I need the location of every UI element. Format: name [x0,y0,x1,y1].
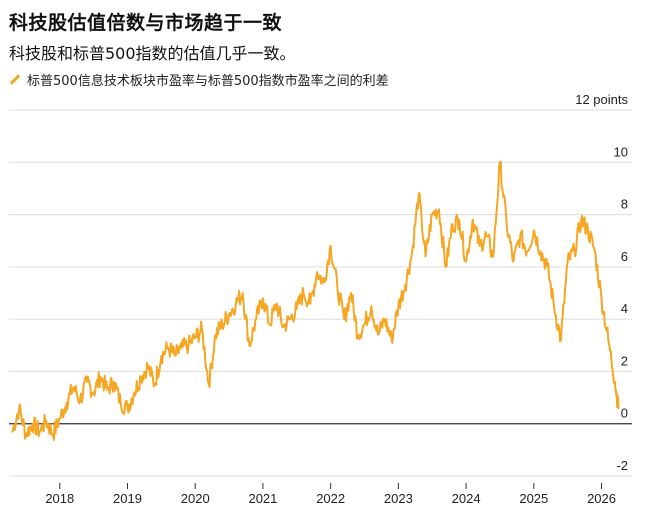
x-tick-label: 2019 [113,491,142,506]
y-tick-label: 6 [621,249,628,264]
chart-title: 科技股估值倍数与市场趋于一致 [9,12,283,34]
y-tick-label: 0 [621,406,628,421]
x-tick-label: 2021 [248,491,277,506]
x-tick-label: 2022 [316,491,345,506]
legend: 标普500信息技术板块市盈率与标普500指数市盈率之间的利差 [9,70,389,89]
y-tick-label: 2 [621,353,628,368]
series-line [11,160,620,441]
x-tick-label: 2020 [181,491,210,506]
x-tick-label: 2024 [452,491,481,506]
x-tick-label: 2018 [45,491,74,506]
chart-subtitle: 科技股和标普500指数的估值几乎一致。 [9,44,296,63]
x-tick-label: 2025 [519,491,548,506]
x-tick-label: 2023 [384,491,413,506]
x-tick-label: 2026 [587,491,616,506]
y-tick-label: 12 points [575,92,628,107]
y-tick-label: 8 [621,197,628,212]
y-tick-label: -2 [616,458,628,473]
y-tick-label: 4 [621,301,628,316]
y-tick-label: 10 [614,144,628,159]
legend-label: 标普500信息技术板块市盈率与标普500指数市盈率之间的利差 [27,74,389,89]
